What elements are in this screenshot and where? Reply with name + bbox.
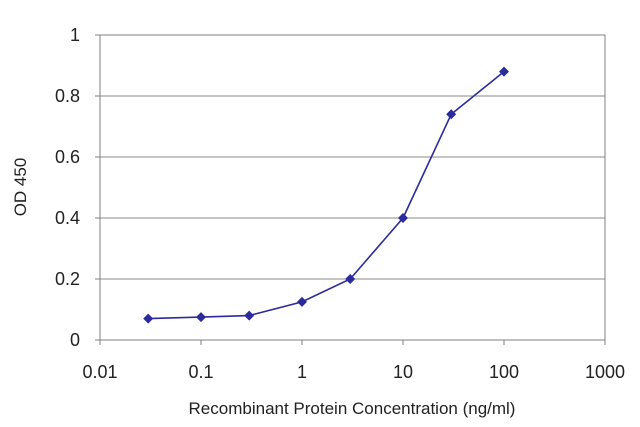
x-tick-label: 1 bbox=[297, 362, 307, 382]
data-point-marker bbox=[345, 274, 356, 284]
x-tick-label: 100 bbox=[489, 362, 519, 382]
y-tick-label: 0 bbox=[70, 330, 80, 350]
plot-area-frame bbox=[99, 34, 606, 341]
y-tick-label: 0.6 bbox=[55, 147, 80, 167]
y-tick-label: 0.4 bbox=[55, 208, 80, 228]
x-axis-ticks: 0.01 0.1 1 10 100 1000 bbox=[82, 340, 625, 382]
grid-lines bbox=[100, 95, 605, 280]
data-point-marker bbox=[446, 109, 457, 120]
data-point-marker bbox=[143, 313, 154, 324]
y-tick-label: 0.8 bbox=[55, 86, 80, 106]
data-point-marker bbox=[244, 310, 255, 321]
data-point-marker bbox=[398, 213, 408, 223]
data-point-marker bbox=[196, 312, 206, 323]
y-tick-label: 0.2 bbox=[55, 269, 80, 289]
y-axis-title: OD 450 bbox=[11, 158, 30, 217]
x-tick-label: 1000 bbox=[585, 362, 625, 382]
data-point-marker bbox=[297, 296, 307, 307]
data-point-marker bbox=[499, 66, 509, 77]
y-axis-ticks: 0 0.2 0.4 0.6 0.8 1 bbox=[55, 25, 100, 350]
data-series bbox=[143, 66, 509, 324]
x-tick-label: 10 bbox=[393, 362, 413, 382]
x-axis-title: Recombinant Protein Concentration (ng/ml… bbox=[189, 399, 516, 418]
x-tick-label: 0.01 bbox=[82, 362, 117, 382]
series-line bbox=[148, 70, 505, 320]
x-tick-label: 0.1 bbox=[188, 362, 213, 382]
y-tick-label: 1 bbox=[70, 25, 80, 45]
